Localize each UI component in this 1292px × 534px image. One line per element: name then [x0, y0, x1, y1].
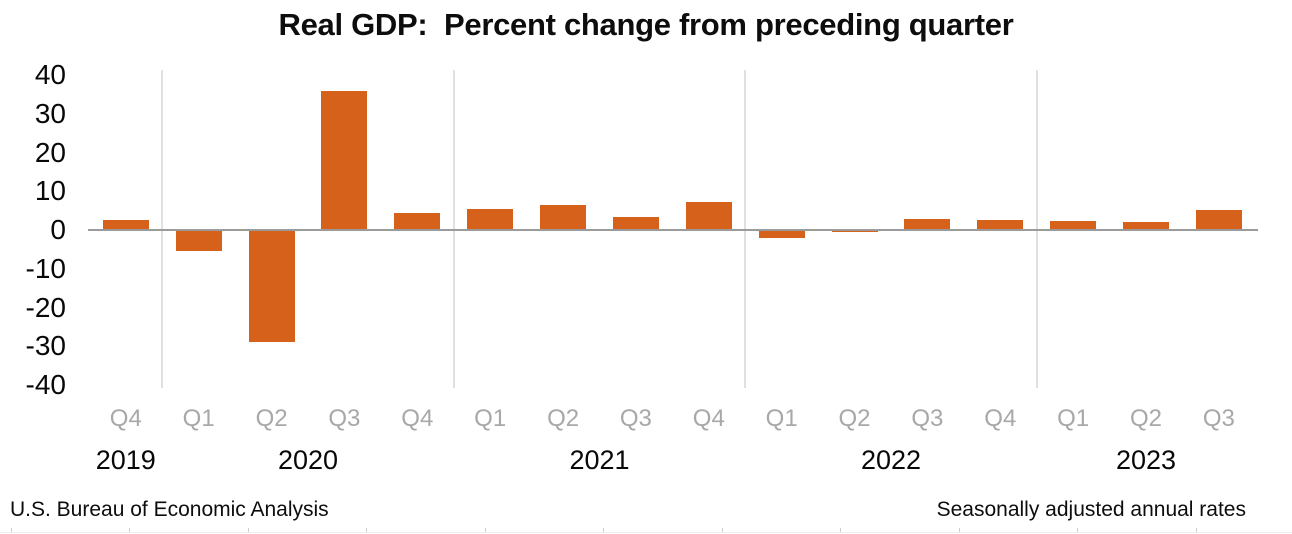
- bar-2020-q3: [321, 90, 368, 230]
- x-axis-year-label: 2021: [569, 445, 630, 475]
- ruler-tick: [958, 528, 960, 533]
- x-axis-quarter-label: Q3: [911, 405, 944, 432]
- bar-2023-q2: [1123, 221, 1169, 230]
- y-axis-tick-label: -20: [25, 291, 66, 323]
- x-axis-quarter-label: Q2: [547, 405, 580, 432]
- x-axis-quarter-label: Q1: [1057, 405, 1090, 432]
- bar-2023-q1: [1050, 221, 1097, 230]
- x-axis-zero-line: [88, 229, 1258, 231]
- y-axis-tick-label: -10: [25, 252, 66, 284]
- bar-2023-q3: [1195, 210, 1242, 230]
- bar-2021-q1: [467, 209, 514, 230]
- x-axis-quarter-label: Q1: [182, 405, 215, 432]
- bar-2021-q4: [685, 202, 732, 230]
- x-axis-quarter-label: Q4: [984, 405, 1017, 432]
- ruler-tick: [247, 528, 249, 533]
- y-axis-tick-label: 0: [50, 214, 66, 245]
- x-axis-quarter-label: Q2: [1129, 405, 1162, 432]
- bar-2019-q4: [102, 219, 149, 230]
- bar-2020-q2: [248, 230, 295, 342]
- chart-title: Real GDP: Percent change from preceding …: [278, 7, 1014, 42]
- x-axis-quarter-label: Q3: [328, 405, 361, 432]
- bottom-ruler-line: [0, 532, 1292, 533]
- x-axis-year-label: 2023: [1115, 445, 1177, 475]
- x-axis-quarter-label: Q2: [255, 405, 288, 432]
- x-axis-quarter-label: Q4: [692, 405, 725, 432]
- y-axis-tick-label: 10: [34, 175, 66, 207]
- y-axis-tick-label: 40: [34, 59, 66, 90]
- ruler-tick: [129, 528, 130, 533]
- y-axis-tick-label: -40: [25, 369, 66, 400]
- x-axis-quarter-label: Q3: [1202, 405, 1235, 432]
- bar-2022-q4: [977, 219, 1024, 230]
- x-axis-year-label: 2022: [860, 445, 922, 475]
- y-axis-tick-label: -30: [25, 330, 66, 362]
- y-axis-tick-label: 30: [34, 97, 66, 129]
- ruler-tick: [721, 528, 723, 533]
- x-axis-quarter-label: Q4: [109, 405, 142, 432]
- x-axis-quarter-label: Q4: [401, 405, 434, 432]
- bar-2020-q1: [175, 230, 222, 252]
- bar-2021-q2: [540, 205, 587, 230]
- ruler-tick: [484, 528, 486, 533]
- bar-2022-q1: [758, 230, 805, 238]
- bar-2020-q4: [394, 213, 441, 230]
- x-axis-quarter-label: Q3: [619, 405, 652, 432]
- ruler-tick: [1195, 528, 1197, 533]
- x-axis-quarter-label: Q2: [838, 405, 871, 432]
- x-axis-quarter-label: Q1: [474, 405, 507, 432]
- bar-2021-q3: [612, 216, 659, 230]
- ruler-tick: [10, 528, 12, 533]
- x-axis-quarter-label: Q1: [765, 405, 798, 432]
- ruler-tick: [1077, 528, 1078, 533]
- x-axis-year-label: 2020: [277, 445, 339, 475]
- source-attribution: U.S. Bureau of Economic Analysis: [10, 498, 329, 521]
- ruler-tick: [840, 528, 841, 533]
- x-axis-year-label: 2019: [95, 445, 156, 475]
- bar-2022-q2: [831, 230, 878, 233]
- ruler-tick: [366, 528, 367, 533]
- ruler-tick: [603, 528, 604, 533]
- bar-2022-q3: [904, 219, 951, 230]
- adjustment-note: Seasonally adjusted annual rates: [936, 498, 1246, 521]
- y-axis-tick-label: 20: [34, 136, 66, 168]
